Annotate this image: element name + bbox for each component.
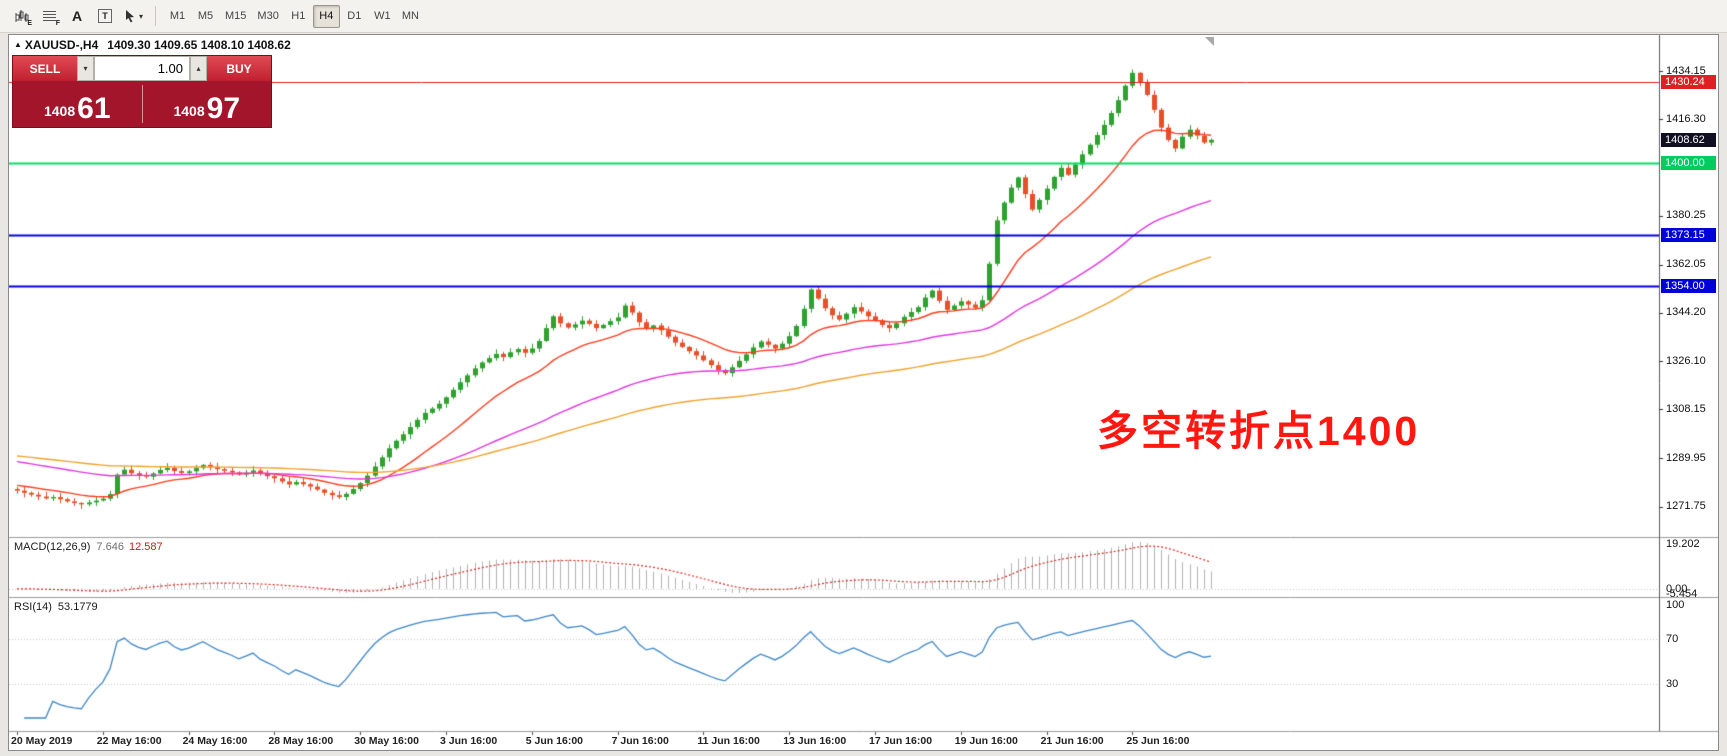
- chart-annotation[interactable]: 多空转折点1400: [1097, 408, 1421, 454]
- price-badge: 1354.00: [1661, 279, 1716, 294]
- time-label: 28 May 16:00: [268, 735, 334, 747]
- price-scale[interactable]: 1434.15 1416.30 1380.25 1362.05 1344.20 1326.…: [1660, 35, 1717, 732]
- rsi-value: 53.1779: [57, 601, 98, 613]
- buy-price-main: 1408: [173, 103, 205, 119]
- buy-price[interactable]: 1408 97: [143, 81, 272, 127]
- timeframe-m5[interactable]: M5: [192, 5, 219, 28]
- timeframe-h1[interactable]: H1: [285, 5, 312, 28]
- time-label: 30 May 16:00: [354, 735, 419, 747]
- rsi-name: RSI(14): [14, 601, 52, 613]
- price-panel-divider: [141, 85, 143, 123]
- macd-label: MACD(12,26,9) 7.646 12.587: [14, 541, 163, 553]
- quotes-grid-icon[interactable]: F: [36, 4, 62, 29]
- price-tick: 1326.10: [1666, 354, 1706, 367]
- price-badge: 1408.62: [1661, 132, 1716, 147]
- timeframe-mn[interactable]: MN: [397, 5, 424, 28]
- timeframe-w1[interactable]: W1: [369, 5, 396, 28]
- main-toolbar: E F A T ▾ M1 M5 M15 M30 H1 H4 D1 W1 MN: [0, 0, 1727, 33]
- rsi-label: RSI(14) 53.1779: [14, 601, 98, 613]
- price-tick: 1271.75: [1666, 500, 1706, 513]
- trade-prices-row: 1408 61 1408 97: [13, 81, 271, 127]
- timeframe-m30[interactable]: M30: [252, 5, 283, 28]
- ohlc-values: 1409.30 1409.65 1408.10 1408.62: [107, 38, 291, 52]
- subscript-f-label: F: [55, 19, 60, 27]
- macd-main-value: 7.646: [96, 541, 124, 553]
- price-tick: 1308.15: [1666, 402, 1706, 415]
- rsi-scale-label: 70: [1666, 632, 1679, 645]
- crosshair-tool-button[interactable]: ▾: [120, 4, 147, 29]
- volume-input[interactable]: [94, 56, 190, 81]
- timeframe-toolbar: M1 M5 M15 M30 H1 H4 D1 W1 MN: [164, 4, 424, 28]
- chart-shift-marker-icon[interactable]: [1205, 37, 1214, 46]
- volume-decrease-button[interactable]: ▾: [77, 56, 94, 81]
- cursor-icon: [126, 10, 134, 23]
- time-label: 5 Jun 16:00: [525, 735, 583, 747]
- toolbar-separator: [155, 6, 157, 26]
- time-label: 19 Jun 16:00: [954, 735, 1018, 747]
- sell-price-main: 1408: [43, 103, 76, 119]
- price-tick: 1380.25: [1666, 209, 1706, 222]
- annotation-tool-button[interactable]: A: [64, 4, 90, 29]
- letter-a-icon: A: [71, 8, 83, 24]
- time-label: 3 Jun 16:00: [440, 735, 498, 747]
- price-tick: 1362.05: [1666, 258, 1706, 271]
- time-label: 11 Jun 16:00: [697, 735, 760, 747]
- macd-scale-label: -5.454: [1666, 588, 1698, 600]
- time-label: 25 Jun 16:00: [1126, 735, 1190, 747]
- time-label: 17 Jun 16:00: [869, 735, 933, 747]
- timeframe-m15[interactable]: M15: [220, 5, 251, 28]
- boxed-t-icon: T: [98, 9, 112, 23]
- caret-up-icon: ▴: [196, 64, 201, 73]
- buy-price-pips: 97: [206, 92, 241, 125]
- chevron-down-icon: ▾: [139, 11, 144, 21]
- timeframe-h4[interactable]: H4: [312, 4, 340, 28]
- timeframe-d1[interactable]: D1: [341, 5, 368, 28]
- chart-expert-icon[interactable]: E: [8, 4, 34, 29]
- symbol-period-label: XAUUSD-,H4: [24, 38, 99, 52]
- rsi-scale-label: 30: [1666, 678, 1679, 691]
- caret-down-icon: ▾: [83, 64, 88, 73]
- macd-signal-value: 12.587: [128, 541, 163, 553]
- subscript-e-label: E: [27, 19, 32, 27]
- price-chart-canvas[interactable]: [9, 35, 1718, 750]
- chart-window: ▲ XAUUSD-,H4 1409.30 1409.65 1408.10 1408.…: [8, 34, 1719, 751]
- volume-increase-button[interactable]: ▴: [190, 56, 207, 81]
- price-tick: 1344.20: [1666, 306, 1706, 319]
- time-label: 22 May 16:00: [96, 735, 162, 747]
- time-label: 24 May 16:00: [182, 735, 248, 747]
- price-badge: 1430.24: [1661, 74, 1716, 89]
- candlestick-chart-icon: [15, 9, 28, 22]
- rsi-scale-label: 100: [1666, 599, 1685, 611]
- buy-button[interactable]: BUY: [207, 56, 271, 81]
- chart-header: ▲ XAUUSD-,H4 1409.30 1409.65 1408.10 1408.…: [14, 38, 291, 52]
- text-tool-button[interactable]: T: [92, 4, 118, 29]
- symbol-arrow-icon: ▲: [14, 40, 22, 49]
- macd-name: MACD(12,26,9): [14, 541, 91, 553]
- trade-controls-row: SELL ▾ ▴ BUY: [13, 56, 271, 81]
- price-badge: 1400.00: [1661, 155, 1716, 170]
- price-tick: 1289.95: [1666, 451, 1706, 464]
- grid-lines-icon: [42, 11, 56, 21]
- price-tick: 1416.30: [1666, 112, 1706, 125]
- sell-button[interactable]: SELL: [13, 56, 77, 81]
- price-badge: 1373.15: [1661, 227, 1716, 242]
- sell-price-pips: 61: [77, 92, 111, 125]
- time-label: 21 Jun 16:00: [1040, 735, 1104, 747]
- time-axis[interactable]: 20 May 2019 22 May 16:00 24 May 16:00 28 Ma…: [9, 734, 1659, 751]
- time-label: 20 May 2019: [11, 735, 73, 747]
- time-label: 7 Jun 16:00: [611, 735, 669, 747]
- time-label: 13 Jun 16:00: [783, 735, 847, 747]
- price-tick: 1434.15: [1666, 64, 1706, 77]
- macd-scale-label: 19.202: [1666, 538, 1700, 550]
- macd-scale-label: 0.00: [1666, 582, 1688, 595]
- timeframe-m1[interactable]: M1: [164, 5, 191, 28]
- sell-price[interactable]: 1408 61: [13, 81, 142, 127]
